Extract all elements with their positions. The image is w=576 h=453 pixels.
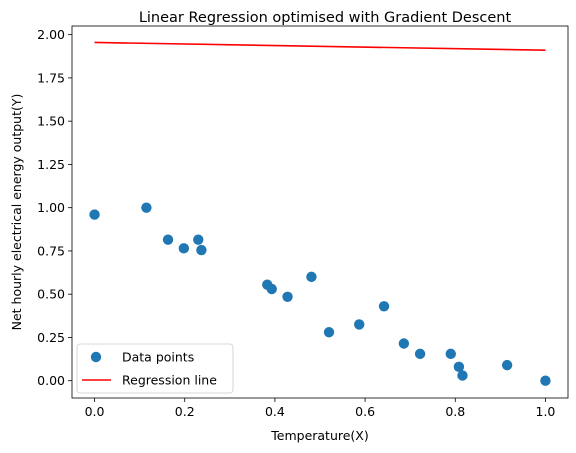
data-point <box>193 234 204 245</box>
x-tick-label: 0.6 <box>355 404 375 419</box>
legend-box <box>76 343 234 394</box>
data-point <box>501 359 513 371</box>
y-tick-label: 1.00 <box>37 200 65 215</box>
data-point <box>306 271 317 283</box>
x-tick-label: 0.4 <box>265 404 285 419</box>
data-point <box>178 243 190 254</box>
x-tick-label: 0.8 <box>445 404 465 419</box>
legend-marker-data-points <box>90 351 102 363</box>
y-tick-label: 1.75 <box>37 70 65 85</box>
data-point <box>196 244 207 256</box>
data-point <box>266 283 277 295</box>
data-point <box>445 348 456 360</box>
legend-label-regression-line: Regression line <box>122 373 217 388</box>
data-point <box>414 348 426 360</box>
x-axis: 0.0 0.2 0.4 0.6 0.8 1.0 <box>85 398 556 419</box>
y-axis: 0.00 0.25 0.50 0.75 1.00 1.25 1.50 1.75 2.00 <box>37 27 72 388</box>
data-point <box>89 209 100 220</box>
y-tick-label: 0.50 <box>37 287 65 302</box>
data-point <box>323 327 335 338</box>
data-point <box>457 370 468 381</box>
plot-area <box>89 41 551 386</box>
y-tick-label: 0.25 <box>37 330 65 345</box>
data-point <box>282 291 293 302</box>
data-point <box>540 375 551 386</box>
y-axis-label: Net hourly electrical energy output(Y) <box>9 94 24 331</box>
y-tick-label: 2.00 <box>37 27 65 42</box>
y-tick-label: 0.00 <box>37 373 65 388</box>
x-axis-label: Temperature(X) <box>270 428 369 443</box>
legend: Data points Regression line <box>76 343 234 394</box>
data-point <box>141 202 152 213</box>
x-tick-label: 0.2 <box>175 404 195 419</box>
data-point <box>162 234 174 245</box>
regression-line <box>94 41 546 52</box>
y-tick-label: 1.25 <box>37 157 65 172</box>
data-point <box>378 301 390 312</box>
legend-label-data-points: Data points <box>122 350 194 365</box>
y-tick-label: 0.75 <box>37 243 65 258</box>
x-tick-label: 0.0 <box>85 404 105 419</box>
plot-frame <box>71 25 569 399</box>
data-point <box>354 319 365 330</box>
chart-title: Linear Regression optimised with Gradien… <box>139 10 512 26</box>
data-point <box>398 338 410 349</box>
x-tick-label: 1.0 <box>536 404 556 419</box>
data-point <box>453 361 465 373</box>
y-tick-label: 1.50 <box>37 114 65 129</box>
